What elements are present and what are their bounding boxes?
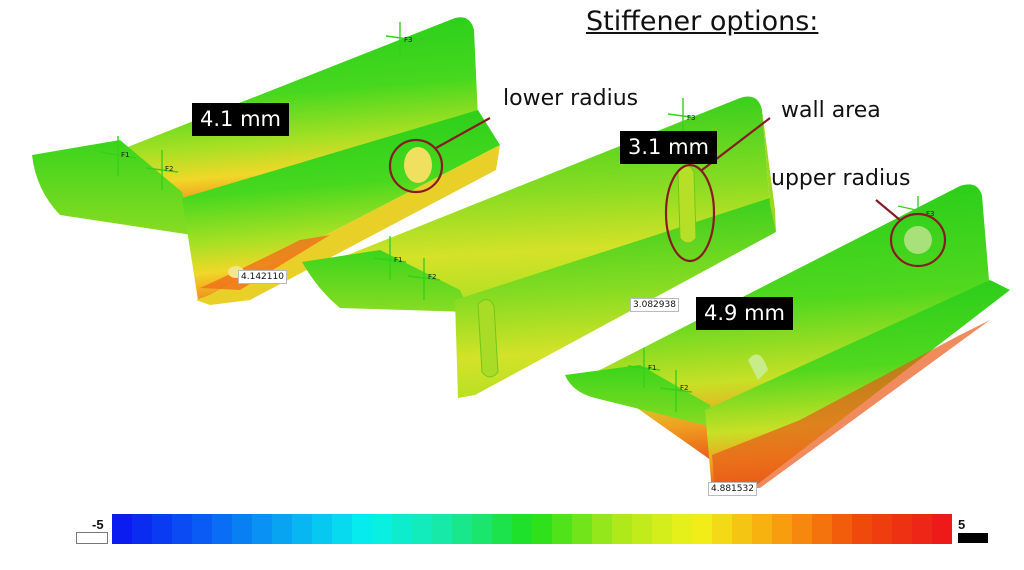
color-scale-step [292,514,313,544]
color-scale-step [412,514,433,544]
part-3-hotspot [712,320,990,490]
color-scale-step [732,514,753,544]
part-3-stiffener-bump [904,226,932,254]
part-1-thickness-tag: 4.1 mm [192,103,289,136]
fixture-marker [659,370,693,412]
color-scale-step [512,514,533,544]
color-scale-step [592,514,613,544]
fixture-labels: F3 F1 F2 F3 F1 F2 F3 F1 F2 [121,36,934,392]
fixture-label: F2 [165,165,173,173]
color-scale-step [192,514,213,544]
color-scale-step [452,514,473,544]
color-scale-step [832,514,853,544]
color-scale-step [152,514,173,544]
fixture-marker [897,196,935,226]
color-scale-step [872,514,893,544]
part-3-left-flange [565,365,716,428]
upper-radius-callout: upper radius [771,166,911,191]
color-scale-step [272,514,293,544]
fixture-label: F3 [687,114,695,122]
part-2-wall-rib-left [477,299,499,378]
color-scale-over-swatch [958,533,988,543]
color-scale-step [852,514,873,544]
fixture-marker [407,258,441,300]
part-2-front-wall [455,198,776,398]
highlight-marks [388,117,947,268]
fixture-label: F2 [680,384,688,392]
color-scale-step [792,514,813,544]
fixture-marker [667,98,699,134]
color-scale-under-swatch [76,532,108,544]
color-scale-step [912,514,933,544]
part-3-side-bump [748,354,768,380]
fixture-marker [145,150,179,190]
part-2-left-flange [302,250,470,312]
color-scale-step [132,514,153,544]
part-1-left-flange [32,140,192,235]
color-scale-step [652,514,673,544]
fixture-label: F3 [926,210,934,218]
page-title: Stiffener options: [586,6,819,37]
color-scale-step [632,514,653,544]
color-scale-step [372,514,393,544]
color-scale-step [612,514,633,544]
part-2-probe-value: 3.082938 [630,298,679,312]
part-1-probe-value: 4.142110 [238,270,287,284]
fixture-label: F1 [648,364,656,372]
color-scale-bar [112,514,952,544]
upper-radius-leader [875,199,901,221]
fixture-label: F1 [394,256,402,264]
color-scale-step [772,514,793,544]
color-scale-min-label: -5 [92,517,104,532]
color-scale-step [232,514,253,544]
fixture-label: F1 [121,151,129,159]
lower-radius-circle [388,138,444,194]
color-scale-max-label: 5 [958,517,966,532]
color-scale-step [532,514,553,544]
fixture-label: F2 [428,273,436,281]
color-scale-step [472,514,493,544]
fixture-marker [373,236,407,280]
color-scale-step [692,514,713,544]
color-scale-step [552,514,573,544]
color-scale-step [752,514,773,544]
part-3-thickness-tag: 4.9 mm [696,297,793,330]
part-1-stiffener-bump [404,147,432,183]
color-scale-step [252,514,273,544]
fixture-label: F3 [404,36,412,44]
upper-radius-circle [889,212,947,268]
part-1-hat-section [32,17,500,305]
part-2-thickness-tag: 3.1 mm [620,131,717,164]
color-scale-step [432,514,453,544]
fixture-markers [99,22,935,412]
color-scale-step [892,514,913,544]
part-1-back-wall [120,17,478,211]
wall-area-ellipse [664,163,716,263]
color-scale-step [392,514,413,544]
lower-radius-callout: lower radius [503,86,639,111]
part-2-wall-rib-right [677,165,697,244]
color-scale-step [572,514,593,544]
lower-radius-leader [435,117,491,149]
color-scale-step [312,514,333,544]
part-3-probe-value: 4.881532 [708,482,757,496]
color-scale-step [332,514,353,544]
part-2-right-edge [762,110,776,232]
fixture-marker [99,136,137,176]
color-scale-step [492,514,513,544]
fixture-marker [627,348,661,388]
color-scale-step [812,514,833,544]
wall-area-callout: wall area [781,98,881,123]
color-scale-step [672,514,693,544]
color-scale-step [932,514,952,544]
color-scale-step [352,514,373,544]
part-3-hat-section [565,184,1010,492]
color-scale-step [712,514,733,544]
color-scale-step [112,514,133,544]
color-scale-step [212,514,233,544]
fixture-marker [385,22,417,56]
color-scale-step [172,514,193,544]
